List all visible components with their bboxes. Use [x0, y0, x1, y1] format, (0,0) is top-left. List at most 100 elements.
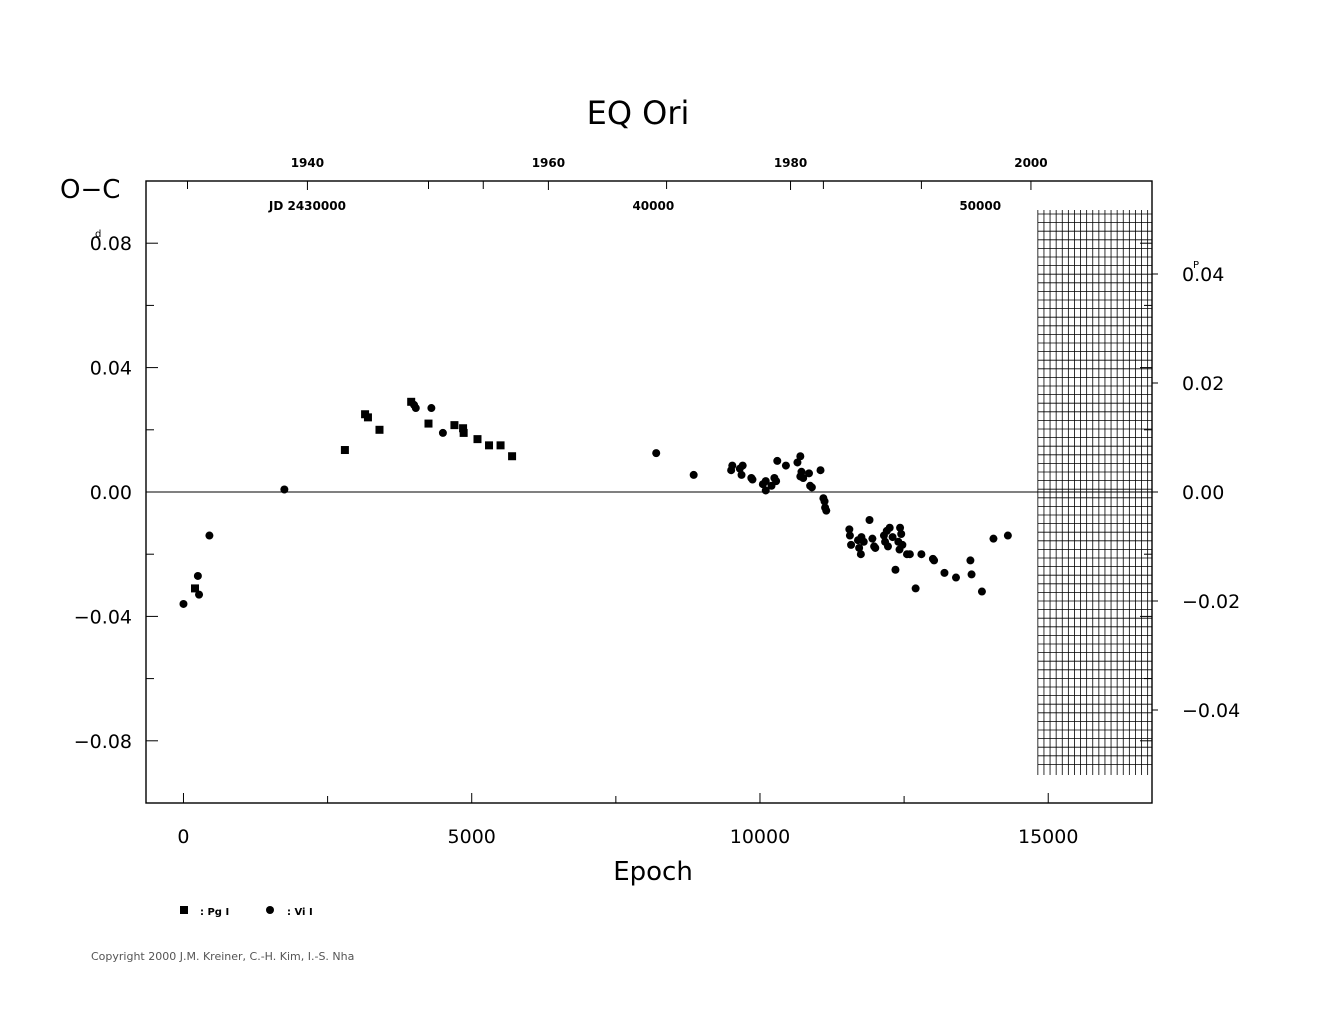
- point-circle-vi: [761, 486, 770, 495]
- top-jd-label: JD 2430000: [268, 199, 346, 213]
- point-square-pg: [363, 413, 372, 422]
- point-circle-vi: [652, 449, 661, 458]
- point-circle-vi: [897, 529, 906, 538]
- point-square-pg: [459, 428, 468, 437]
- top-jd-label: 50000: [959, 199, 1001, 213]
- point-circle-vi: [905, 550, 914, 559]
- point-square-pg: [424, 419, 433, 428]
- chart-title: EQ Ori: [587, 94, 690, 132]
- point-circle-vi: [1003, 531, 1012, 540]
- y-unit-superscript: d: [95, 229, 101, 240]
- point-circle-vi: [799, 474, 808, 483]
- point-square-pg: [459, 424, 468, 433]
- point-square-pg: [340, 446, 349, 455]
- point-circle-vi: [871, 543, 880, 552]
- point-circle-vi: [822, 506, 831, 515]
- point-square-pg: [191, 584, 200, 593]
- y2-tick-label: 0.02: [1182, 373, 1224, 395]
- point-circle-vi: [179, 599, 188, 608]
- point-circle-vi: [896, 523, 905, 532]
- point-circle-vi: [820, 497, 829, 506]
- point-circle-vi: [797, 467, 806, 476]
- x-tick-label: 15000: [1018, 826, 1078, 848]
- point-circle-vi: [966, 556, 975, 565]
- y-tick-label: −0.08: [74, 731, 132, 753]
- point-circle-vi: [845, 525, 854, 534]
- point-circle-vi: [689, 470, 698, 479]
- point-circle-vi: [989, 534, 998, 543]
- point-circle-vi: [930, 556, 939, 565]
- point-square-pg: [508, 452, 517, 461]
- point-circle-vi: [885, 523, 894, 532]
- data-points: [179, 397, 1012, 608]
- point-square-pg: [473, 435, 482, 444]
- x-axis-label: Epoch: [613, 857, 693, 887]
- point-circle-vi: [438, 428, 447, 437]
- point-circle-vi: [728, 461, 737, 470]
- point-square-pg: [407, 397, 416, 406]
- point-circle-vi: [793, 458, 802, 467]
- point-circle-vi: [865, 515, 874, 524]
- point-square-pg: [485, 441, 494, 450]
- point-circle-vi: [195, 590, 204, 599]
- point-circle-vi: [737, 470, 746, 479]
- legend-label-vi: : Vi I: [287, 907, 313, 918]
- y2-tick-label: −0.04: [1182, 700, 1240, 722]
- legend-label-pg: : Pg I: [200, 907, 229, 918]
- point-square-pg: [375, 425, 384, 434]
- point-circle-vi: [845, 531, 854, 540]
- axis-labels: 0 5000 10000 15000 −0.08 −0.04 0.00 0.04 0.08d −0…: [74, 156, 1240, 848]
- x-tick-label: 5000: [448, 826, 496, 848]
- y-tick-label: 0.00: [90, 482, 132, 504]
- point-circle-vi: [847, 540, 856, 549]
- copyright-text: Copyright 2000 J.M. Kreiner, C.-H. Kim, …: [91, 950, 354, 963]
- point-circle-vi: [205, 531, 214, 540]
- legend-square-marker: [180, 906, 188, 914]
- top-year-label: 1940: [291, 156, 324, 170]
- point-circle-vi: [951, 573, 960, 582]
- top-jd-label: 40000: [632, 199, 674, 213]
- legend: : Pg I : Vi I: [180, 906, 313, 918]
- y2-tick-label: −0.02: [1182, 591, 1240, 613]
- point-circle-vi: [967, 570, 976, 579]
- y2-tick-label: 0.04: [1182, 264, 1224, 286]
- point-circle-vi: [807, 483, 816, 492]
- point-square-pg: [450, 421, 459, 430]
- point-circle-vi: [427, 404, 436, 413]
- x-tick-label: 0: [177, 826, 189, 848]
- point-circle-vi: [773, 456, 782, 465]
- point-circle-vi: [772, 477, 781, 486]
- point-circle-vi: [868, 534, 877, 543]
- point-circle-vi: [781, 461, 790, 470]
- x-tick-label: 10000: [730, 826, 790, 848]
- point-circle-vi: [796, 452, 805, 461]
- point-circle-vi: [911, 584, 920, 593]
- point-circle-vi: [898, 540, 907, 549]
- top-year-label: 2000: [1014, 156, 1047, 170]
- point-circle-vi: [855, 543, 864, 552]
- point-circle-vi: [940, 568, 949, 577]
- point-circle-vi: [193, 571, 202, 580]
- point-circle-vi: [738, 461, 747, 470]
- point-circle-vi: [411, 404, 420, 413]
- top-year-label: 1960: [532, 156, 565, 170]
- axis-ticks: [146, 181, 1158, 803]
- point-circle-vi: [891, 565, 900, 574]
- legend-circle-marker: [266, 906, 274, 914]
- point-circle-vi: [917, 550, 926, 559]
- y-axis-label: O−C: [60, 175, 120, 205]
- point-circle-vi: [761, 477, 770, 486]
- point-circle-vi: [977, 587, 986, 596]
- point-square-pg: [496, 441, 505, 450]
- point-circle-vi: [804, 469, 813, 478]
- point-circle-vi: [888, 533, 897, 542]
- y-tick-label: −0.04: [74, 606, 132, 628]
- y2-unit-superscript: P: [1193, 260, 1199, 271]
- point-circle-vi: [816, 466, 825, 475]
- point-circle-vi: [856, 550, 865, 559]
- point-circle-vi: [883, 542, 892, 551]
- point-circle-vi: [748, 475, 757, 484]
- y2-tick-label: 0.00: [1182, 482, 1224, 504]
- y-tick-label: 0.08: [90, 233, 132, 255]
- top-year-label: 1980: [774, 156, 807, 170]
